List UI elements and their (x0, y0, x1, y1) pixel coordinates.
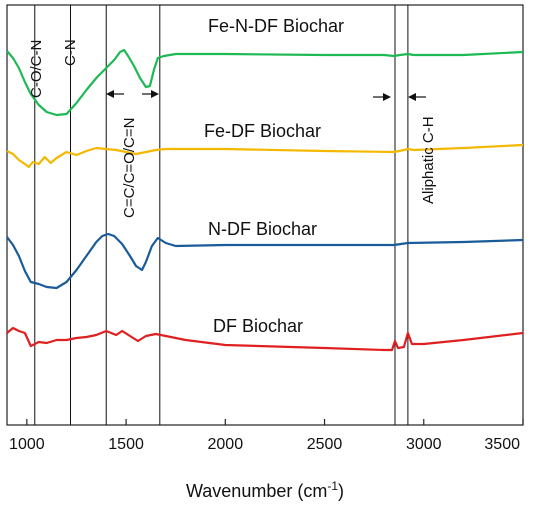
arrow-aliphatic (373, 93, 426, 101)
x-axis-title-sup: -1 (327, 479, 338, 493)
x-axis-title-text: Wavenumber (cm (186, 481, 327, 501)
x-axis-title-close: ) (338, 481, 344, 501)
label-fe-n-df: Fe-N-DF Biochar (208, 16, 344, 36)
anno-aliphatic: Aliphatic C-H (420, 116, 437, 204)
label-fe-df: Fe-DF Biochar (204, 121, 321, 141)
x-tick-label-3500: 3500 (484, 436, 520, 453)
arrow-cc (106, 90, 159, 98)
x-axis-title: Wavenumber (cm-1) (186, 479, 344, 501)
series-line-fe-df-biochar (6, 143, 524, 169)
x-tick-label-1500: 1500 (108, 436, 144, 453)
anno-cc: C=C/C=O/C=N (121, 118, 138, 218)
anno-c-n: C-N (62, 39, 79, 66)
series-line-n-df-biochar (6, 232, 524, 290)
x-tick-label-2000: 2000 (208, 436, 244, 453)
plot-frame (6, 4, 524, 426)
x-tick-label-2500: 2500 (307, 436, 343, 453)
series-line-fe-n-df-biochar (6, 48, 524, 117)
x-tick-label-3000: 3000 (406, 436, 442, 453)
spectra-series (6, 48, 524, 352)
series-line-df-biochar (6, 326, 524, 352)
label-df: DF Biochar (213, 316, 303, 336)
x-axis-ticks: 1000 1500 2000 2500 3000 3500 (9, 419, 524, 453)
label-n-df: N-DF Biochar (208, 219, 317, 239)
annotation-lines (34, 5, 409, 425)
anno-co-cn: C-O/C-N (28, 40, 45, 98)
x-tick-label-1000: 1000 (9, 436, 45, 453)
